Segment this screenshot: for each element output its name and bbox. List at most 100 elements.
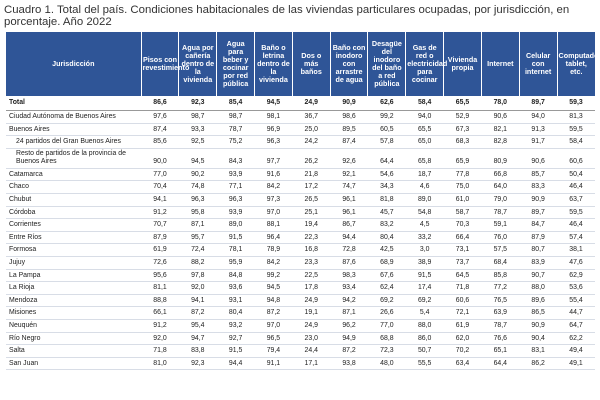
table-cell: 87,4 xyxy=(153,125,167,133)
jurisdiction-name: Ciudad Autónoma de Buenos Aires xyxy=(9,113,116,120)
table-cell: 81,1 xyxy=(153,284,167,292)
table-cell: 65,8 xyxy=(417,158,432,166)
table-cell: 92,6 xyxy=(342,158,356,166)
table-cell: 74,8 xyxy=(191,183,205,191)
table-cell: 89,7 xyxy=(531,208,545,216)
table-cell: 49,4 xyxy=(569,347,583,355)
table-cell: 64,4 xyxy=(493,359,508,367)
table-cell: 91,2 xyxy=(153,208,167,216)
table-cell: 73,7 xyxy=(455,258,470,266)
table-row: Chaco 70,4 74,8 77,1 84,2 17,2 74,7 34,3 4,6 75,0… xyxy=(6,181,595,194)
table-cell: 62,9 xyxy=(569,271,583,279)
header-internet: Internet xyxy=(481,32,520,96)
jurisdiction-name: Chubut xyxy=(9,195,32,203)
table-cell: 23,0 xyxy=(304,334,318,342)
table-cell: 17,1 xyxy=(304,359,318,367)
table-cell: 94,8 xyxy=(266,296,281,304)
table-cell: 77,8 xyxy=(455,170,470,178)
table-cell: 96,1 xyxy=(342,208,356,216)
table-cell: 91,3 xyxy=(531,125,545,133)
table-cell: 50,7 xyxy=(417,347,432,355)
table-cell: 95,9 xyxy=(228,258,243,266)
table-cell: 58,4 xyxy=(405,96,444,111)
table-cell: 92,3 xyxy=(191,359,205,367)
table-cell: 54,8 xyxy=(417,208,432,216)
table-cell: 19,4 xyxy=(304,221,318,229)
table-row: Jujuy 72,6 88,2 95,9 84,2 23,3 87,6 68,9 38,9 73,… xyxy=(6,256,595,270)
table-cell: 96,3 xyxy=(266,138,281,146)
table-cell: 90,6 xyxy=(493,113,508,120)
table-cell: 79,0 xyxy=(493,195,508,203)
table-cell: 64,7 xyxy=(569,321,583,329)
header-celular: Celular con internet xyxy=(519,32,558,96)
table-cell: 93,9 xyxy=(228,170,243,178)
table-cell: 55,4 xyxy=(569,296,583,304)
table-cell: 59,3 xyxy=(557,96,595,111)
table-cell: 85,8 xyxy=(493,271,508,279)
table-cell: 86,6 xyxy=(141,96,179,111)
table-cell: 66,1 xyxy=(153,309,167,317)
table-cell: 38,9 xyxy=(417,258,432,266)
table-cell: 94,0 xyxy=(417,113,432,120)
table-cell: 18,7 xyxy=(417,170,432,178)
table-cell: 93,4 xyxy=(342,284,356,292)
table-row: La Rioja 81,1 92,0 93,6 94,5 17,8 93,4 62,4 17,4… xyxy=(6,282,595,295)
table-header-row: Jurisdicción Pisos con revestimiento Agu… xyxy=(6,32,600,96)
table-cell: 76,0 xyxy=(493,233,508,241)
table-cell: 88,0 xyxy=(417,321,432,329)
table-cell: 76,6 xyxy=(493,334,508,342)
table-row: La Pampa 95,6 97,8 84,8 99,2 22,5 98,3 67,6 91,5… xyxy=(6,269,595,282)
table-cell: 90,4 xyxy=(531,334,545,342)
table-cell: 68,8 xyxy=(380,334,394,342)
table-cell: 92,3 xyxy=(178,96,217,111)
table-cell: 57,4 xyxy=(569,233,583,241)
table-cell: 90,9 xyxy=(531,321,545,329)
table-cell: 92,0 xyxy=(153,334,167,342)
table-cell: 22,5 xyxy=(304,271,318,279)
table-cell: 87,1 xyxy=(342,309,356,317)
table-cell: 90,7 xyxy=(531,271,545,279)
table-cell: 66,8 xyxy=(493,170,508,178)
table-cell: 87,2 xyxy=(266,309,281,317)
table-cell: 68,3 xyxy=(455,138,470,146)
jurisdiction-name: Chaco xyxy=(9,183,29,191)
table-cell: 42,5 xyxy=(380,246,394,254)
table-cell: 63,9 xyxy=(493,309,508,317)
table-cell: 17,4 xyxy=(417,284,432,292)
table-cell: 78,9 xyxy=(266,246,281,254)
table-row: Buenos Aires 87,4 93,3 78,7 96,9 25,0 89,5 60,5… xyxy=(6,123,595,136)
table-cell: 78,7 xyxy=(493,321,508,329)
table-cell: 95,7 xyxy=(191,233,205,241)
table-cell: 65,1 xyxy=(493,347,508,355)
table-cell: 3,0 xyxy=(419,246,430,254)
table-cell: 26,6 xyxy=(380,309,394,317)
jurisdiction-name: Jujuy xyxy=(9,258,26,266)
table-cell: 87,4 xyxy=(342,138,356,146)
table-cell: 78,1 xyxy=(228,246,243,254)
table-cell: 81,8 xyxy=(380,195,394,203)
table-cell: 90,2 xyxy=(191,170,205,178)
table-cell: 44,7 xyxy=(569,309,583,317)
table-row: Mendoza 88,8 94,1 93,1 94,8 24,9 94,2 69,2 69,2 6… xyxy=(6,294,595,307)
table-cell: 96,3 xyxy=(228,195,243,203)
table-cell: 64,5 xyxy=(455,271,470,279)
table-title: Cuadro 1. Total del país. Condiciones ha… xyxy=(4,4,570,28)
total-row: Total 86,6 92,3 85,4 94,5 24,9 90,9 62,6 58,4 65,… xyxy=(6,96,595,111)
table-cell: 64,4 xyxy=(380,158,394,166)
table-cell: 86,5 xyxy=(531,309,545,317)
table-cell: 87,2 xyxy=(342,347,356,355)
table-cell: 49,1 xyxy=(569,359,583,367)
table-cell: 87,9 xyxy=(531,233,545,241)
table-row: Corrientes 70,7 87,1 89,0 88,1 19,4 86,7 83,2 4,… xyxy=(6,219,595,232)
table-cell: 21,8 xyxy=(304,170,318,178)
table-cell: 86,0 xyxy=(417,334,432,342)
table-cell: 84,7 xyxy=(531,221,545,229)
table-cell: 5,4 xyxy=(419,309,430,317)
table-cell: 36,7 xyxy=(304,113,318,120)
table-cell: 70,7 xyxy=(153,221,167,229)
table-cell: 94,5 xyxy=(254,96,293,111)
table-cell: 46,4 xyxy=(569,183,583,191)
table-cell: 58,4 xyxy=(569,138,583,146)
table-cell: 84,3 xyxy=(228,158,243,166)
jurisdiction-name: Total xyxy=(6,96,142,111)
